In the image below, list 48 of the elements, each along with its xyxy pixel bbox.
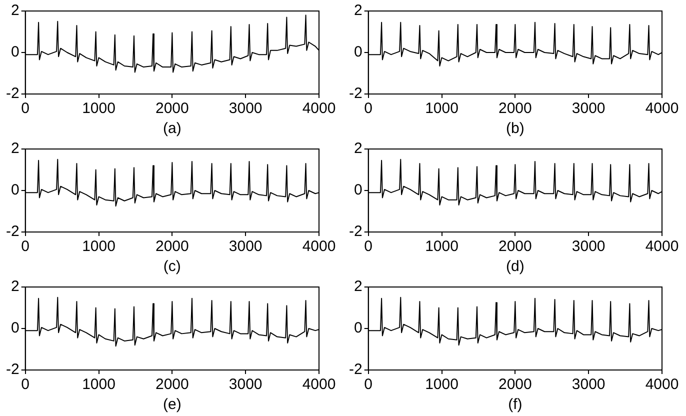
y-tick-label: 2 — [354, 140, 362, 158]
y-tick-label: -2 — [348, 223, 362, 240]
y-tick-label: 0 — [354, 182, 362, 199]
x-tick-label: 4000 — [302, 376, 336, 394]
x-axis-title: (b) — [506, 120, 524, 138]
x-tick-label: 1000 — [425, 238, 458, 256]
y-tick-label: 0 — [354, 44, 362, 61]
x-tick-label: 3000 — [228, 238, 262, 256]
x-axis-title: (a) — [162, 120, 182, 138]
y-tick-label: -2 — [348, 361, 362, 378]
x-axis-title: (d) — [506, 258, 524, 276]
y-tick-label: 2 — [10, 2, 20, 20]
x-tick-label: 2000 — [155, 100, 189, 118]
x-tick-label: 3000 — [572, 100, 606, 118]
x-tick-label: 1000 — [82, 376, 116, 394]
x-axis-title: (f) — [508, 396, 522, 414]
x-tick-label: 4000 — [645, 100, 679, 118]
x-tick-label: 2000 — [155, 238, 189, 256]
y-tick-label: 2 — [10, 140, 20, 158]
x-tick-label: 1000 — [425, 376, 458, 394]
y-tick-label: 2 — [10, 278, 20, 296]
y-tick-label: -2 — [348, 85, 362, 102]
x-axis-title: (e) — [162, 396, 182, 414]
x-tick-label: 2000 — [498, 100, 532, 118]
x-tick-label: 1000 — [425, 100, 458, 118]
y-tick-label: 2 — [354, 278, 362, 296]
x-tick-label: 4000 — [302, 100, 336, 118]
y-tick-label: -2 — [6, 223, 20, 240]
x-tick-label: 4000 — [302, 238, 336, 256]
y-tick-label: 0 — [10, 182, 20, 199]
y-tick-label: 0 — [10, 320, 20, 337]
x-tick-label: 4000 — [645, 376, 679, 394]
x-tick-label: 1000 — [82, 238, 116, 256]
x-tick-label: 2000 — [498, 238, 532, 256]
x-tick-label: 2000 — [155, 376, 189, 394]
x-tick-label: 4000 — [645, 238, 679, 256]
y-tick-label: -2 — [6, 85, 20, 102]
x-tick-label: 3000 — [228, 100, 262, 118]
x-tick-label: 1000 — [82, 100, 116, 118]
y-tick-label: 0 — [10, 44, 20, 61]
y-tick-label: 0 — [354, 320, 362, 337]
x-tick-label: 3000 — [572, 376, 606, 394]
x-tick-label: 3000 — [228, 376, 262, 394]
x-tick-label: 3000 — [572, 238, 606, 256]
y-tick-label: 2 — [354, 2, 362, 20]
y-tick-label: -2 — [6, 361, 20, 378]
x-axis-title: (c) — [163, 258, 181, 276]
x-tick-label: 2000 — [498, 376, 532, 394]
